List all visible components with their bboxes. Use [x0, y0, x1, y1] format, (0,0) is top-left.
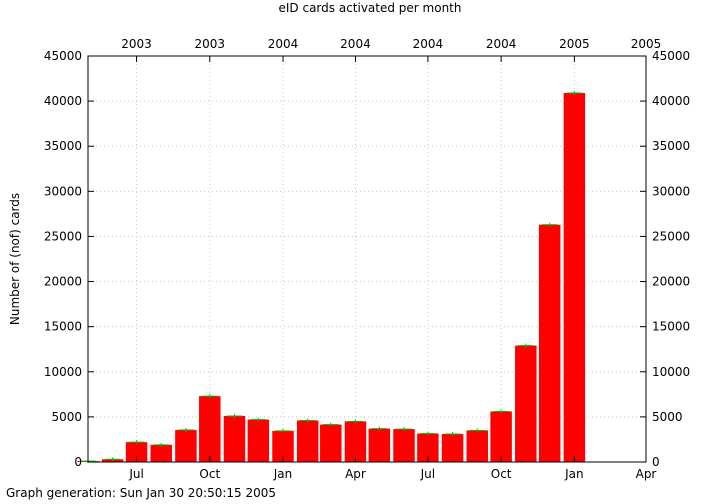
bar [320, 424, 342, 462]
bar [393, 429, 415, 462]
x-tick-label-top: 2005 [559, 37, 590, 51]
bar [344, 421, 367, 462]
bar [272, 430, 294, 462]
y-tick-label-left: 0 [74, 455, 82, 469]
bar [247, 419, 270, 462]
y-tick-label-left: 5000 [51, 410, 82, 424]
chart-title: eID cards activated per month [279, 1, 462, 15]
y-tick-label-left: 30000 [44, 184, 82, 198]
x-tick-label-bottom: Apr [636, 467, 657, 481]
bar [150, 444, 172, 462]
y-tick-label-left: 40000 [44, 94, 82, 108]
y-tick-label-right: 40000 [652, 94, 690, 108]
x-tick-label-bottom: Apr [345, 467, 366, 481]
x-tick-label-bottom: Jan [273, 467, 293, 481]
y-tick-label-right: 35000 [652, 139, 690, 153]
x-tick-label-bottom: Oct [491, 467, 512, 481]
bar [417, 433, 439, 462]
y-axis-label: Number of (nof) cards [8, 193, 22, 325]
y-tick-label-left: 45000 [44, 49, 82, 63]
x-tick-label-top: 2005 [631, 37, 662, 51]
y-tick-label-left: 10000 [44, 365, 82, 379]
bar [199, 396, 221, 462]
axis-ticks [88, 55, 647, 463]
bars [77, 90, 586, 464]
y-tick-label-right: 30000 [652, 184, 690, 198]
plot-frame [87, 55, 647, 463]
bar [515, 345, 537, 462]
y-tick-label-right: 45000 [652, 49, 690, 63]
y-tick-label-left: 20000 [44, 275, 82, 289]
bar [441, 434, 464, 462]
bar [538, 224, 561, 462]
bar [368, 428, 391, 462]
y-tick-label-right: 10000 [652, 365, 690, 379]
y-tick-label-right: 15000 [652, 320, 690, 334]
x-tick-label-bottom: Jul [420, 467, 435, 481]
y-tick-label-left: 25000 [44, 229, 82, 243]
bar [125, 442, 148, 462]
y-tick-label-right: 20000 [652, 275, 690, 289]
x-tick-label-top: 2004 [413, 37, 444, 51]
x-tick-label-bottom: Jul [128, 467, 143, 481]
x-tick-label-top: 2004 [340, 37, 371, 51]
x-tick-label-bottom: Jan [564, 467, 584, 481]
bar [490, 411, 512, 462]
bar [563, 92, 586, 462]
gridlines [88, 56, 646, 462]
tick-labels: 0 0 5000 5000 10000 10000 15000 15000 20000 20000… [44, 37, 690, 481]
y-tick-label-right: 0 [652, 455, 660, 469]
y-tick-label-left: 15000 [44, 320, 82, 334]
y-tick-label-right: 25000 [652, 229, 690, 243]
y-tick-label-right: 5000 [652, 410, 683, 424]
x-tick-label-top: 2003 [195, 37, 226, 51]
bar [296, 420, 319, 462]
bar [175, 429, 197, 462]
bar [466, 430, 488, 462]
y-tick-label-left: 35000 [44, 139, 82, 153]
bar [223, 415, 246, 462]
x-tick-label-top: 2003 [121, 37, 152, 51]
x-tick-label-bottom: Oct [199, 467, 220, 481]
x-tick-label-top: 2004 [268, 37, 299, 51]
graph-generation-footer: Graph generation: Sun Jan 30 20:50:15 20… [6, 486, 277, 500]
x-tick-label-top: 2004 [486, 37, 517, 51]
